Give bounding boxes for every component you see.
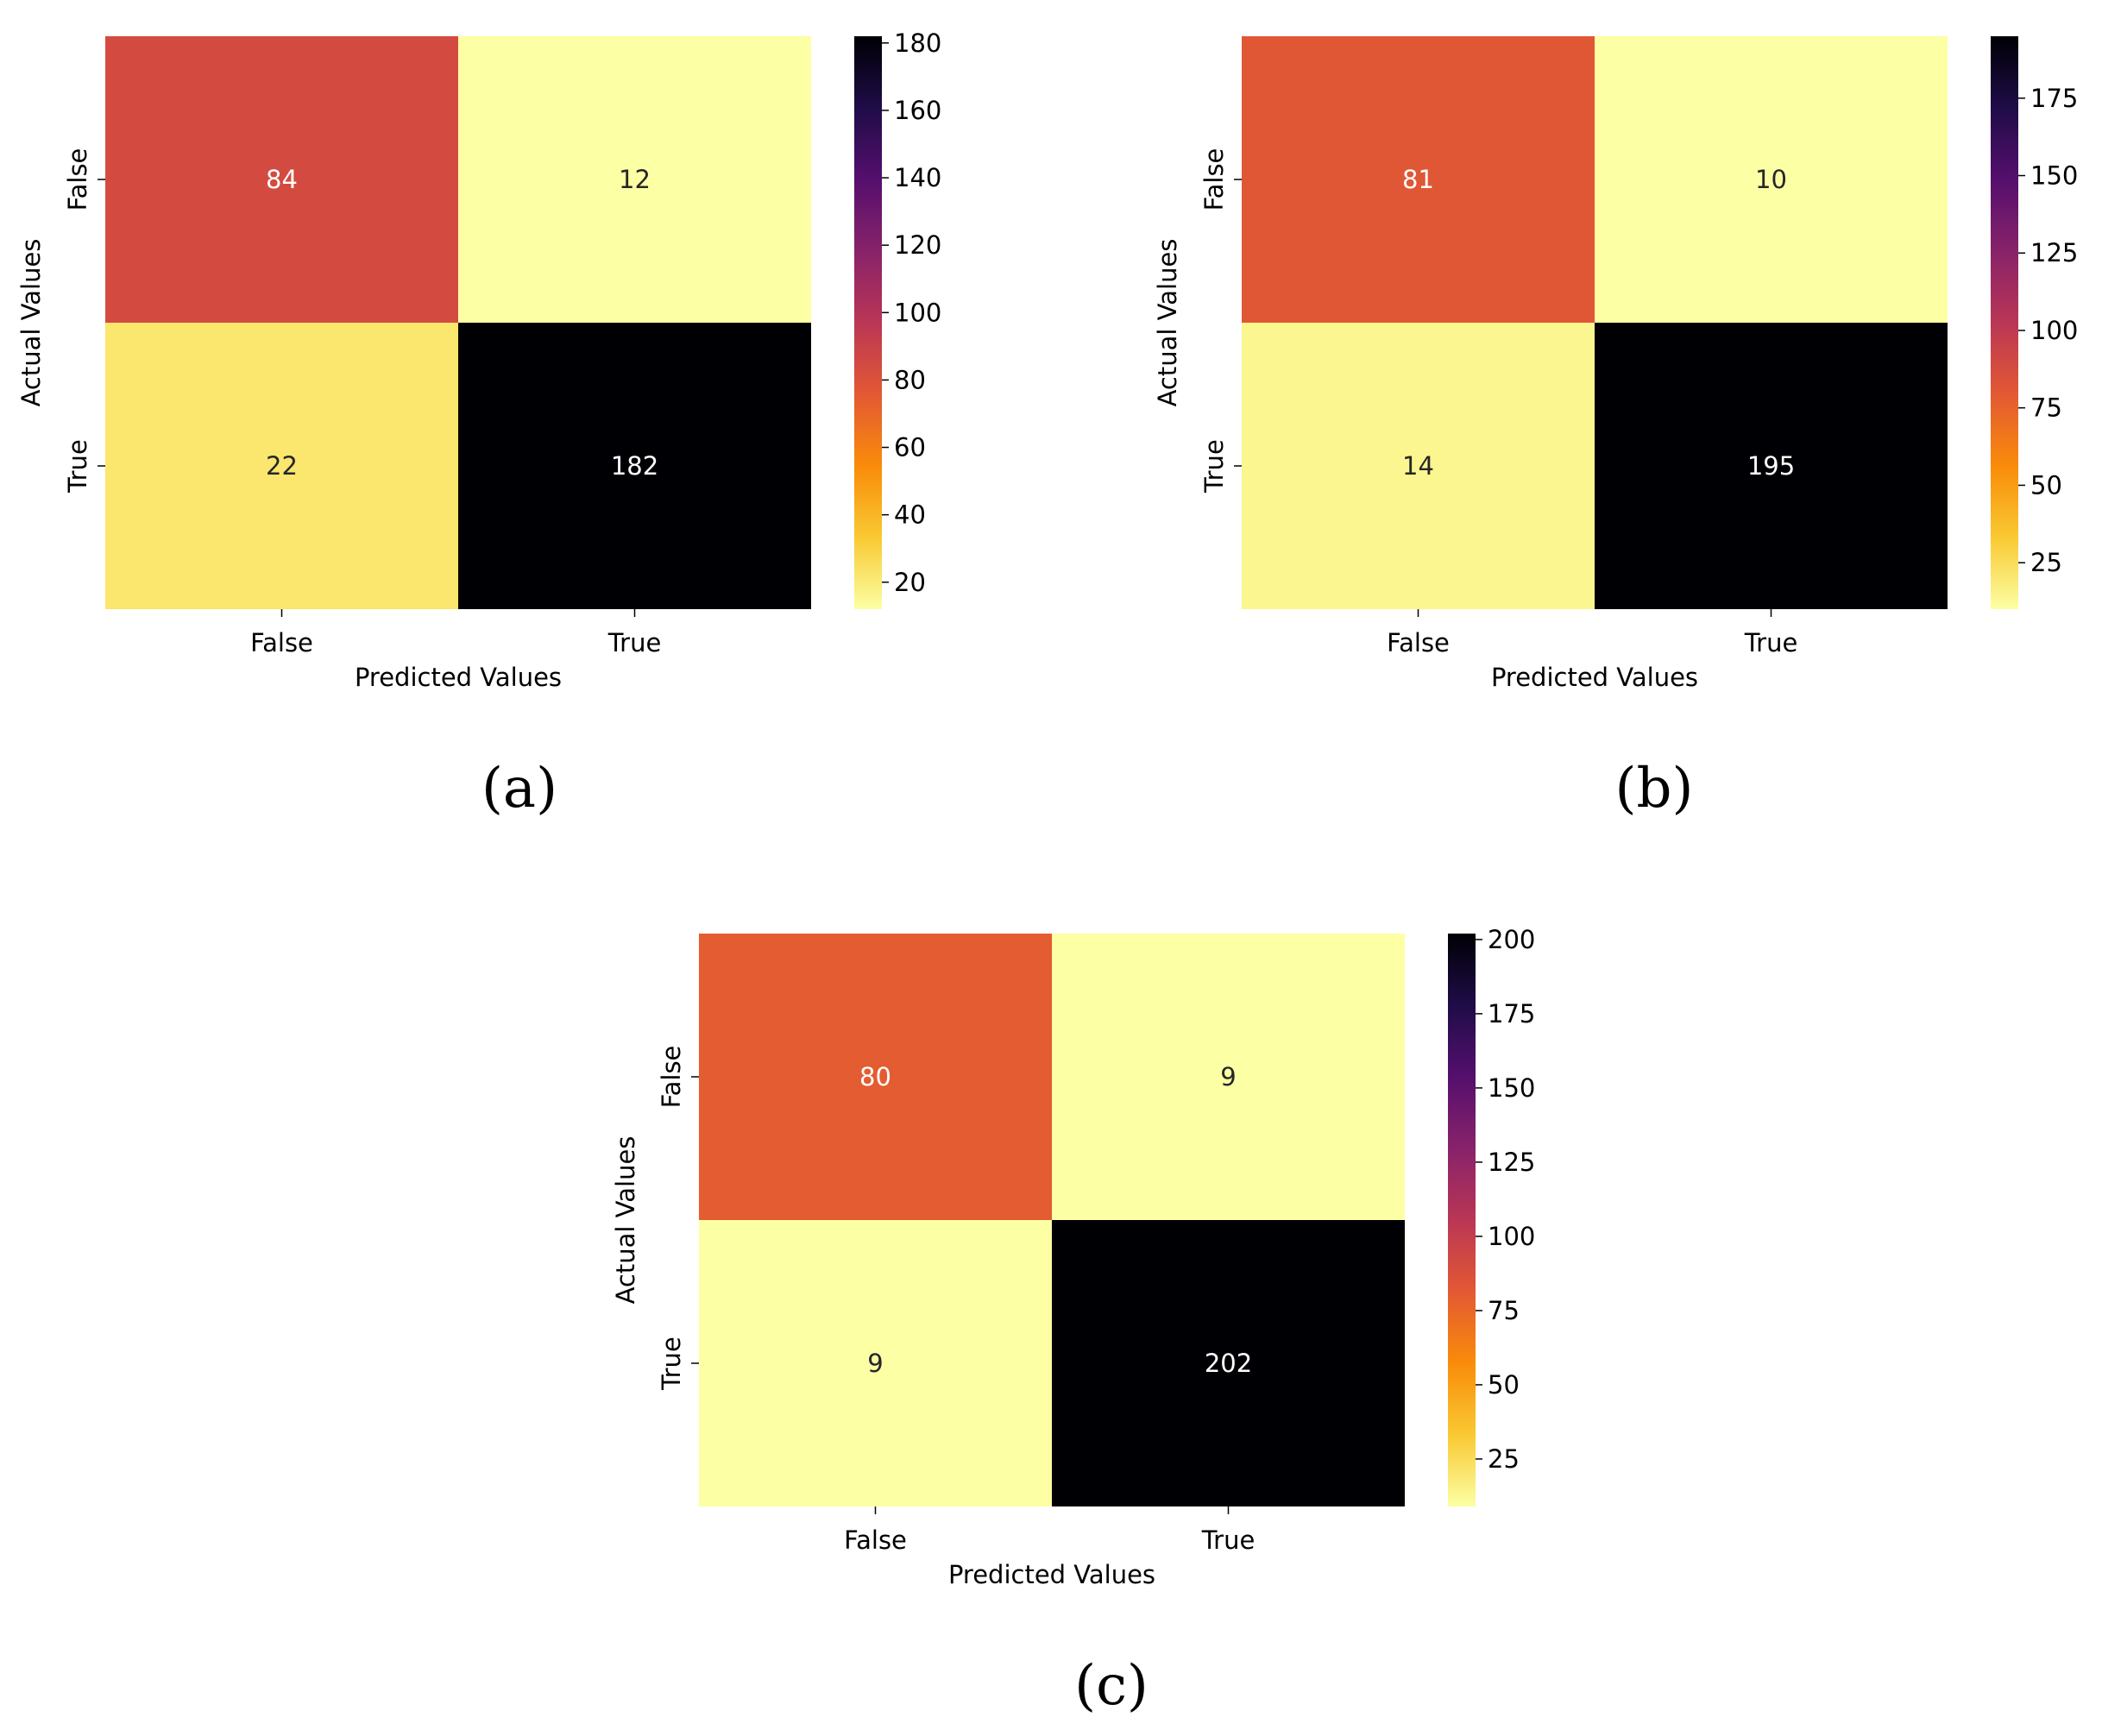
heatmap-a-ytick-label-1: True	[63, 439, 92, 494]
heatmap-panel-c: 80 9 9 202 False True False True Predicted Value…	[611, 925, 1535, 1589]
heatmap-c-cell-label-1-1: 202	[1205, 1349, 1252, 1378]
heatmap-a-cell-1-0	[105, 323, 458, 609]
heatmap-c-cell-1-1	[1052, 1220, 1405, 1506]
colorbar-c-tick-label-1: 50	[1488, 1370, 1520, 1399]
heatmap-c-ytick-label-0: False	[657, 1046, 686, 1109]
heatmap-b-cell-0-1	[1595, 36, 1948, 323]
heatmap-b-cell-0-0	[1242, 36, 1595, 323]
colorbar-b-tick-label-2: 75	[2030, 393, 2062, 423]
heatmap-c-y-axis-title: Actual Values	[611, 1136, 640, 1305]
colorbar-c-tick-label-2: 75	[1488, 1296, 1520, 1325]
colorbar-a-tick-label-0: 20	[894, 568, 926, 597]
panel-label-b: (b)	[1615, 757, 1694, 821]
heatmap-c-cell-label-0-1: 9	[1220, 1062, 1236, 1091]
heatmap-a-cell-0-1	[458, 36, 811, 323]
heatmap-a-cell-0-0	[105, 36, 458, 323]
colorbar-c-tick-label-0: 25	[1488, 1444, 1520, 1474]
heatmap-c-x-axis-title: Predicted Values	[948, 1560, 1155, 1589]
heatmap-c-cell-label-0-0: 80	[859, 1062, 891, 1091]
heatmap-b-y-axis-title: Actual Values	[1153, 239, 1182, 407]
heatmap-b-ytick-label-1: True	[1199, 439, 1229, 494]
colorbar-b-tick-label-1: 50	[2030, 470, 2062, 500]
colorbar-a-tick-label-3: 80	[894, 365, 926, 394]
heatmap-b-xtick-label-0: False	[1387, 628, 1450, 657]
heatmap-c-cell-0-0	[699, 934, 1052, 1220]
heatmap-a-ytick-label-0: False	[63, 148, 92, 211]
heatmap-c-xtick-label-1: True	[1201, 1525, 1256, 1555]
colorbar-b-tick-label-5: 150	[2030, 161, 2078, 191]
heatmap-b-cell-label-1-0: 14	[1402, 451, 1434, 481]
colorbar-b-tick-label-3: 100	[2030, 316, 2078, 345]
colorbar-c-tick-label-3: 100	[1488, 1222, 1535, 1251]
colorbar-a-tick-label-7: 160	[894, 96, 941, 125]
colorbar-c-tick-label-5: 150	[1488, 1073, 1535, 1103]
heatmap-a-cell-label-0-0: 84	[266, 165, 298, 194]
heatmap-c-ytick-label-1: True	[657, 1337, 686, 1391]
heatmap-b-cell-label-1-1: 195	[1747, 451, 1795, 481]
colorbar-c-tick-label-7: 200	[1488, 925, 1535, 954]
colorbar-b-tick-label-0: 25	[2030, 548, 2062, 577]
colorbar-a-tick-label-5: 120	[894, 230, 941, 260]
heatmap-b-xtick-label-1: True	[1744, 628, 1798, 657]
panel-label-a: (a)	[481, 757, 557, 821]
heatmap-a-y-axis-title: Actual Values	[16, 239, 46, 407]
colorbar-b-tick-label-4: 125	[2030, 238, 2078, 267]
colorbar-c	[1448, 934, 1476, 1506]
heatmap-b-cell-label-0-0: 81	[1402, 165, 1434, 194]
heatmap-panel-b: 81 10 14 195 False True False True Predicted Val…	[1153, 36, 2078, 692]
colorbar-c-tick-label-4: 125	[1488, 1148, 1535, 1177]
heatmap-a-cell-label-1-0: 22	[266, 451, 298, 481]
heatmap-b-ytick-label-0: False	[1199, 148, 1229, 211]
heatmap-panel-a: 84 12 22 182 False True False True Predicted Val…	[16, 28, 941, 692]
heatmap-b-cell-1-1	[1595, 323, 1948, 609]
heatmap-b-cell-label-0-1: 10	[1755, 165, 1787, 194]
heatmap-b-x-axis-title: Predicted Values	[1491, 663, 1698, 692]
heatmap-b-cell-1-0	[1242, 323, 1595, 609]
heatmap-c-cell-0-1	[1052, 934, 1405, 1220]
heatmap-a-xtick-label-1: True	[607, 628, 662, 657]
colorbar-a	[854, 36, 882, 609]
colorbar-c-tick-label-6: 175	[1488, 999, 1535, 1028]
heatmap-a-cell-1-1	[458, 323, 811, 609]
colorbar-a-tick-label-6: 140	[894, 163, 941, 192]
heatmap-c-cell-1-0	[699, 1220, 1052, 1506]
heatmap-c-cell-label-1-0: 9	[867, 1349, 883, 1378]
heatmap-a-cell-label-1-1: 182	[611, 451, 658, 481]
heatmap-c-xtick-label-0: False	[844, 1525, 907, 1555]
heatmap-a-xtick-label-0: False	[250, 628, 313, 657]
heatmap-a-cell-label-0-1: 12	[619, 165, 651, 194]
heatmap-a-x-axis-title: Predicted Values	[355, 663, 562, 692]
colorbar-a-tick-label-1: 40	[894, 500, 926, 530]
colorbar-a-tick-label-8: 180	[894, 28, 941, 58]
colorbar-a-tick-label-2: 60	[894, 433, 926, 462]
panel-label-c: (c)	[1074, 1654, 1149, 1718]
colorbar-b	[1991, 36, 2018, 609]
colorbar-a-tick-label-4: 100	[894, 298, 941, 327]
colorbar-b-tick-label-6: 175	[2030, 84, 2078, 113]
